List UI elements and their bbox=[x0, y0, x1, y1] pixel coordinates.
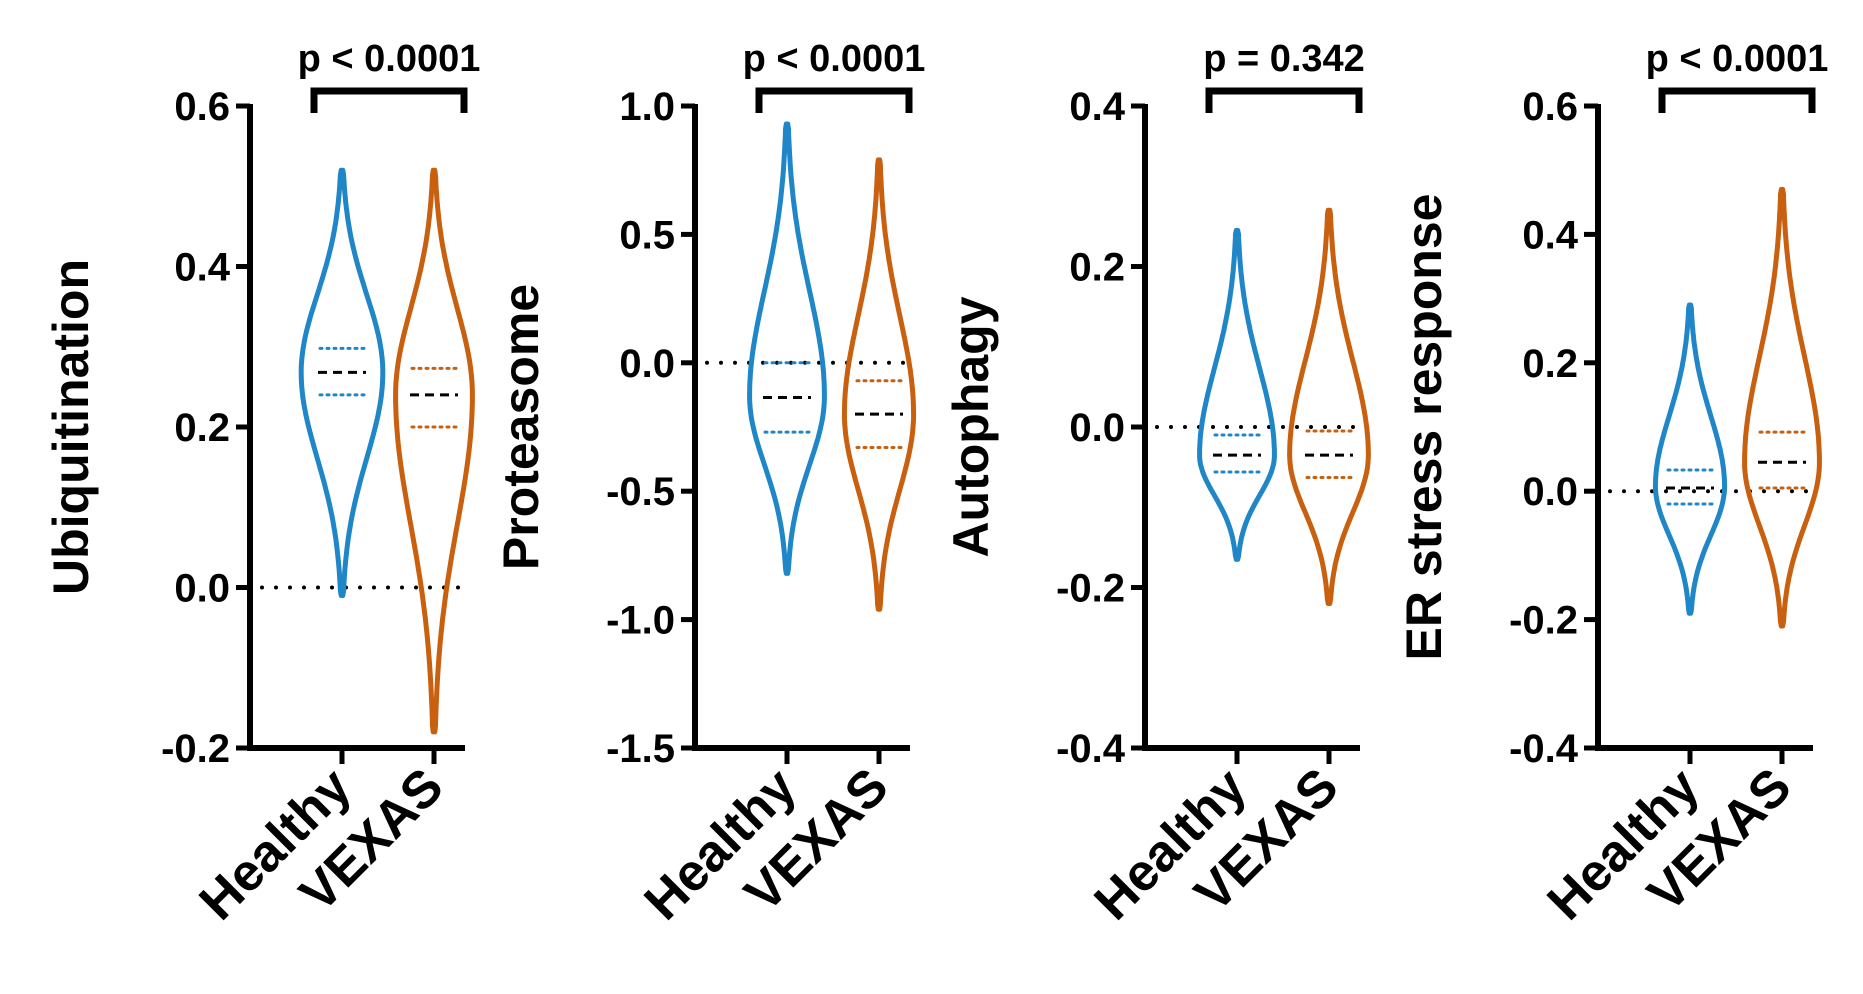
p-value-label: p < 0.0001 bbox=[743, 38, 926, 80]
y-axis-title: Proteasome bbox=[493, 284, 549, 570]
panel-ubiquitination: -0.20.00.20.40.6UbiquitinationHealthyVEX… bbox=[43, 38, 480, 931]
y-tick-label: -0.4 bbox=[1509, 727, 1579, 771]
y-tick-label: -0.2 bbox=[1509, 599, 1578, 643]
panel-er-stress-response: -0.4-0.20.00.20.40.6ER stress responseHe… bbox=[1396, 38, 1828, 931]
violin-vexas bbox=[841, 157, 917, 612]
significance-bracket bbox=[755, 87, 913, 113]
violin-vexas bbox=[1742, 187, 1822, 629]
y-tick-label: 0.4 bbox=[1522, 213, 1578, 257]
y-tick-label: -0.4 bbox=[1056, 727, 1126, 771]
violin-healthy bbox=[747, 121, 827, 576]
significance-bracket bbox=[1658, 87, 1816, 113]
y-tick-label: 0.2 bbox=[1522, 342, 1578, 386]
significance-bracket bbox=[1205, 87, 1363, 113]
y-axis-title: Autophagy bbox=[943, 296, 999, 557]
y-tick-label: -1.0 bbox=[606, 599, 675, 643]
panel-autophagy: -0.4-0.20.00.20.4AutophagyHealthyVEXASp … bbox=[943, 38, 1371, 931]
y-tick-label: 0.0 bbox=[1069, 406, 1125, 450]
y-axis-title: ER stress response bbox=[1396, 194, 1452, 661]
y-tick-label: 1.0 bbox=[619, 85, 675, 129]
y-tick-label: 0.2 bbox=[1069, 246, 1125, 290]
y-tick-label: 0.4 bbox=[174, 246, 230, 290]
violin-healthy bbox=[1652, 302, 1728, 616]
y-tick-label: 0.2 bbox=[174, 406, 230, 450]
y-tick-label: 0.6 bbox=[1522, 85, 1578, 129]
y-tick-label: 0.6 bbox=[174, 85, 230, 129]
y-tick-label: -0.2 bbox=[161, 727, 230, 771]
y-tick-label: 0.0 bbox=[1522, 470, 1578, 514]
y-tick-label: 0.0 bbox=[619, 342, 675, 386]
violin-vexas bbox=[393, 167, 475, 735]
violin-vexas bbox=[1287, 207, 1371, 606]
y-tick-label: -0.5 bbox=[606, 470, 675, 514]
y-tick-label: 0.5 bbox=[619, 213, 675, 257]
y-tick-label: -0.2 bbox=[1056, 567, 1125, 611]
y-axis-title: Ubiquitination bbox=[43, 259, 99, 595]
y-tick-label: -1.5 bbox=[606, 727, 675, 771]
y-tick-label: 0.0 bbox=[174, 567, 230, 611]
p-value-label: p < 0.0001 bbox=[1646, 38, 1829, 80]
y-tick-label: 0.4 bbox=[1069, 85, 1125, 129]
p-value-label: p = 0.342 bbox=[1203, 38, 1365, 80]
violin-healthy bbox=[1197, 227, 1277, 562]
p-value-label: p < 0.0001 bbox=[298, 38, 481, 80]
violin-healthy bbox=[298, 167, 386, 598]
significance-bracket bbox=[310, 87, 468, 113]
panel-proteasome: -1.5-1.0-0.50.00.51.0ProteasomeHealthyVE… bbox=[493, 38, 925, 931]
